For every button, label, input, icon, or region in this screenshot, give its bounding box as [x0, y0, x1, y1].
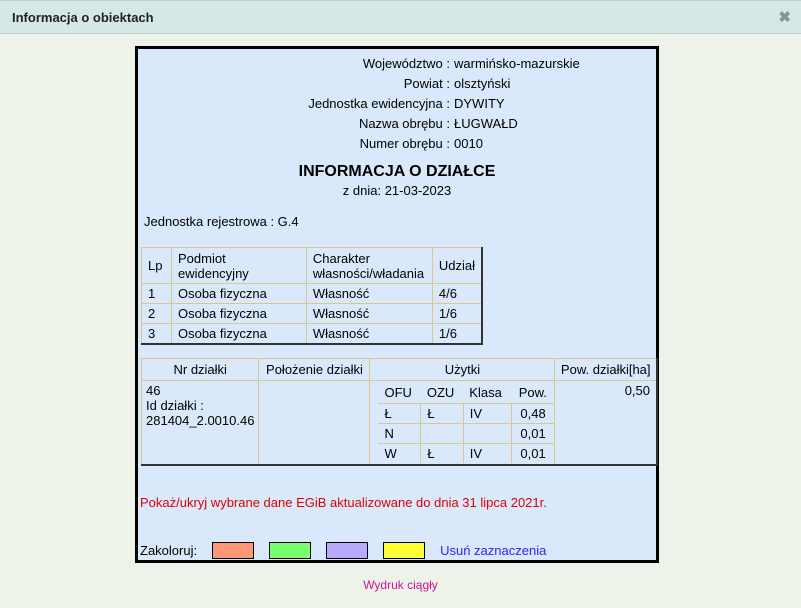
- owners-cell: Własność: [305, 283, 433, 304]
- land-use-header-cell: OZU: [420, 383, 464, 404]
- owners-cell: Własność: [305, 303, 433, 324]
- meta-label: Jednostka ewidencyjna :: [308, 96, 450, 111]
- owners-cell: Osoba fizyczna: [170, 303, 307, 324]
- report-date: z dnia: 21-03-2023: [342, 183, 452, 198]
- parcel-area: 0,50: [554, 380, 658, 465]
- color-swatch-green[interactable]: [269, 542, 312, 559]
- table-row: W Ł IV 0,01: [378, 443, 555, 463]
- colorize-bar: Zakoloruj: Usuń zaznaczenia: [140, 542, 546, 559]
- land-use-cell: [462, 423, 512, 444]
- header-polozenie: Położenie działki: [258, 358, 371, 381]
- land-use-cell: N: [378, 423, 421, 444]
- owners-cell: Osoba fizyczna: [170, 323, 307, 345]
- meta-value: ŁUGWAŁD: [454, 116, 518, 131]
- color-swatch-orange[interactable]: [212, 542, 255, 559]
- land-use-header-cell: Klasa: [463, 383, 512, 404]
- meta-label: Powiat :: [403, 76, 450, 91]
- table-row: 1 Osoba fizyczna Własność 4/6: [141, 283, 483, 304]
- meta-row: Jednostka ewidencyjna : DYWITY: [138, 94, 656, 114]
- meta-row: Powiat : olsztyński: [138, 74, 656, 94]
- owners-cell: 2: [141, 303, 172, 324]
- color-swatch-purple[interactable]: [326, 542, 369, 559]
- meta-label: Nazwa obrębu :: [358, 116, 450, 131]
- meta-value: warmińsko-mazurskie: [454, 56, 580, 71]
- header-uzytki: Użytki: [369, 358, 556, 381]
- owners-cell: Własność: [305, 323, 433, 345]
- land-use-cell: IV: [462, 403, 512, 424]
- land-use-cell: [420, 423, 464, 444]
- close-icon[interactable]: ✖: [778, 9, 791, 26]
- owners-table: Lp Podmiot ewidencyjny Charakter własności…: [141, 247, 483, 345]
- meta-row: Województwo : warmińsko-mazurskie: [138, 54, 656, 74]
- page-title: INFORMACJA O DZIAŁCE: [298, 163, 496, 180]
- owners-header-cell: Udział: [431, 247, 483, 284]
- parcel-id-label: Id działki :: [146, 398, 204, 413]
- owners-cell: 4/6: [431, 283, 483, 304]
- colorize-label: Zakoloruj:: [140, 543, 198, 558]
- parcel-id: 281404_2.0010.46: [146, 413, 255, 428]
- land-use-cell: 0,01: [510, 443, 555, 463]
- land-use-cell: IV: [462, 443, 512, 463]
- clear-selection-link[interactable]: Usuń zaznaczenia: [440, 543, 547, 558]
- owners-cell: 1: [141, 283, 172, 304]
- meta-value: DYWITY: [454, 96, 505, 111]
- owners-header-cell: Lp: [141, 247, 172, 284]
- land-use-cell: 0,48: [510, 403, 555, 424]
- owners-header: Lp Podmiot ewidencyjny Charakter własności…: [141, 247, 483, 284]
- land-use-cell: 0,01: [510, 423, 555, 444]
- land-use-header: OFU OZU Klasa Pow.: [378, 383, 555, 404]
- parcel-number: 46: [146, 383, 161, 398]
- meta-row: Nazwa obrębu : ŁUGWAŁD: [138, 114, 656, 134]
- parcel-table: Nr działki Położenie działki Użytki Pow.…: [140, 358, 658, 466]
- meta-row: Numer obrębu : 0010: [138, 134, 656, 154]
- land-use-cell: W: [384, 445, 397, 461]
- meta-value: olsztyński: [454, 76, 511, 91]
- land-use-cell: Ł: [420, 403, 464, 424]
- owners-header-cell: Charakter własności/władania: [305, 247, 433, 284]
- table-row: 3 Osoba fizyczna Własność 1/6: [141, 323, 483, 345]
- color-swatch-yellow[interactable]: [383, 542, 426, 559]
- owners-cell: Osoba fizyczna: [170, 283, 307, 304]
- land-use-table: OFU OZU Klasa Pow. Ł Ł IV 0,48 N 0,01 W Ł IV 0,01: [378, 383, 555, 463]
- owners-header-cell: Podmiot ewidencyjny: [170, 247, 307, 284]
- header-pow: Pow. działki[ha]: [554, 358, 658, 381]
- dialog-header: Informacja o obiektach ✖: [0, 0, 801, 34]
- land-use-header-cell: OFU: [378, 383, 421, 404]
- meta-label: Numer obrębu :: [359, 136, 450, 151]
- location-info: Województwo : warmińsko-mazurskie Powiat :…: [138, 54, 656, 154]
- meta-label: Województwo :: [362, 56, 450, 71]
- table-row: N 0,01: [378, 423, 555, 444]
- continuous-print-link[interactable]: Wydruk ciągły: [363, 578, 438, 592]
- meta-value: 0010: [454, 136, 483, 151]
- land-use-header-cell: Pow.: [511, 383, 555, 404]
- land-use-cell: Ł: [378, 403, 421, 424]
- egib-toggle-link[interactable]: Pokaż/ukryj wybrane dane EGiB aktualizow…: [140, 495, 547, 510]
- owners-cell: 1/6: [431, 303, 483, 324]
- registration-unit: Jednostka rejestrowa : G.4: [144, 214, 299, 229]
- land-use-cell: Ł: [420, 443, 464, 463]
- dialog-title: Informacja o obiektach: [12, 10, 154, 25]
- table-row: Ł Ł IV 0,48: [378, 403, 555, 424]
- header-nr: Nr działki: [140, 358, 260, 381]
- owners-cell: 3: [141, 323, 172, 345]
- parcel-location: [258, 380, 371, 465]
- owners-cell: 1/6: [431, 323, 483, 345]
- parcel-info-panel: Województwo : warmińsko-mazurskie Powiat :…: [135, 46, 659, 563]
- table-row: 2 Osoba fizyczna Własność 1/6: [141, 303, 483, 324]
